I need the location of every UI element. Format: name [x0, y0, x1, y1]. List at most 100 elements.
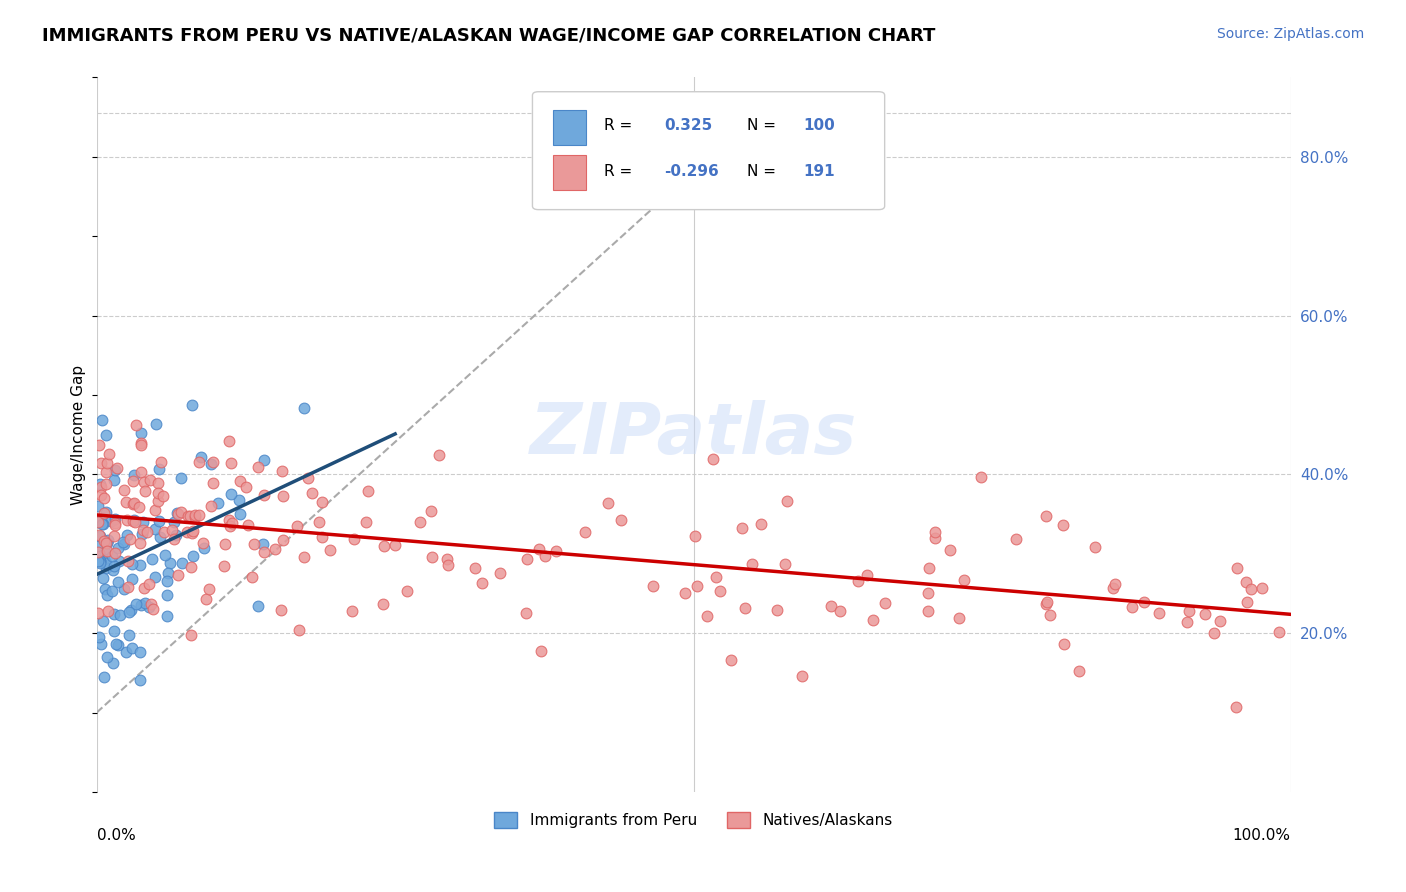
- Point: [166, 506, 188, 520]
- Point: [1226, 561, 1249, 575]
- Point: [170, 471, 193, 485]
- Point: [489, 566, 512, 580]
- Point: [156, 566, 179, 581]
- Point: [114, 645, 136, 659]
- Point: [846, 574, 869, 588]
- Point: [180, 398, 202, 412]
- Point: [97, 447, 120, 461]
- Point: [129, 673, 152, 687]
- Point: [96, 536, 118, 550]
- Point: [103, 624, 125, 638]
- Point: [141, 552, 163, 566]
- Point: [124, 515, 146, 529]
- Point: [156, 588, 179, 602]
- Point: [776, 494, 799, 508]
- Point: [91, 516, 114, 531]
- Point: [104, 511, 127, 525]
- Point: [136, 524, 159, 539]
- Point: [271, 464, 294, 478]
- Point: [146, 493, 169, 508]
- Point: [94, 556, 117, 570]
- Point: [252, 537, 274, 551]
- Point: [129, 465, 152, 479]
- Point: [1175, 615, 1198, 629]
- Point: [741, 558, 763, 572]
- Point: [148, 514, 170, 528]
- Text: 191: 191: [803, 164, 835, 179]
- Point: [177, 508, 200, 523]
- Point: [395, 583, 418, 598]
- Point: [87, 499, 110, 513]
- Point: [87, 545, 110, 559]
- Point: [354, 515, 377, 529]
- Point: [142, 602, 165, 616]
- Point: [108, 554, 131, 568]
- Point: [129, 598, 152, 612]
- Point: [297, 470, 319, 484]
- Point: [139, 598, 162, 612]
- Point: [1194, 607, 1216, 621]
- Point: [93, 506, 115, 520]
- Point: [184, 508, 207, 522]
- Point: [673, 586, 696, 600]
- Point: [181, 524, 204, 538]
- Point: [108, 608, 131, 623]
- Point: [145, 570, 167, 584]
- Point: [419, 504, 441, 518]
- Point: [94, 477, 117, 491]
- Point: [107, 638, 129, 652]
- Point: [86, 514, 108, 528]
- Point: [704, 569, 727, 583]
- Point: [273, 533, 295, 548]
- Point: [87, 554, 110, 568]
- Point: [94, 545, 117, 559]
- Point: [343, 532, 366, 546]
- Point: [373, 539, 395, 553]
- Text: -0.296: -0.296: [664, 164, 718, 179]
- Point: [263, 541, 285, 556]
- Point: [94, 465, 117, 479]
- Point: [319, 542, 342, 557]
- Point: [1240, 582, 1263, 596]
- Point: [1267, 625, 1289, 640]
- Point: [924, 524, 946, 539]
- Point: [246, 599, 269, 614]
- Point: [709, 583, 731, 598]
- Point: [114, 495, 136, 509]
- Point: [219, 518, 242, 533]
- Point: [86, 539, 108, 553]
- Point: [163, 532, 186, 546]
- Point: [534, 549, 557, 563]
- Point: [340, 604, 363, 618]
- Text: R =: R =: [605, 164, 637, 179]
- Point: [1133, 595, 1156, 609]
- Point: [596, 496, 619, 510]
- Point: [873, 596, 896, 610]
- Point: [790, 669, 813, 683]
- Point: [121, 557, 143, 571]
- Point: [122, 474, 145, 488]
- Point: [862, 613, 884, 627]
- Point: [89, 528, 111, 542]
- Point: [148, 462, 170, 476]
- Point: [122, 497, 145, 511]
- Point: [90, 488, 112, 502]
- Point: [90, 637, 112, 651]
- Point: [436, 552, 458, 566]
- Bar: [553, 154, 586, 190]
- Point: [181, 525, 204, 540]
- Point: [112, 535, 135, 549]
- Point: [775, 558, 797, 572]
- Text: N =: N =: [748, 118, 782, 133]
- Point: [160, 523, 183, 537]
- Point: [1036, 595, 1059, 609]
- Point: [159, 556, 181, 570]
- Point: [574, 524, 596, 539]
- Point: [1104, 577, 1126, 591]
- Point: [89, 554, 111, 568]
- Point: [1178, 604, 1201, 618]
- Point: [253, 453, 276, 467]
- FancyBboxPatch shape: [533, 92, 884, 210]
- Point: [90, 480, 112, 494]
- Point: [101, 562, 124, 576]
